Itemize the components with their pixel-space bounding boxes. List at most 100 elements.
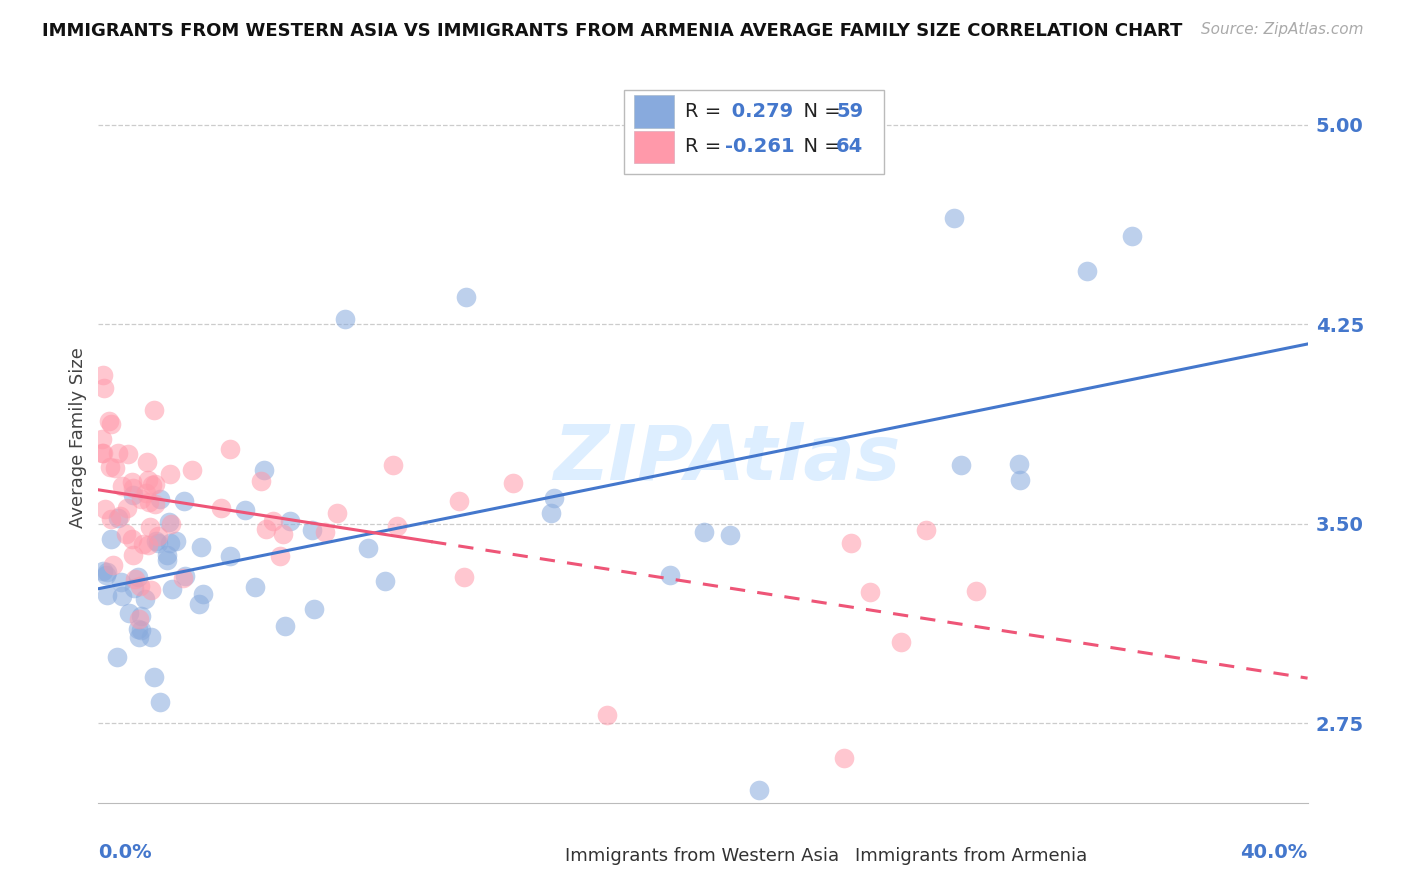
Point xyxy=(128,612,150,626)
Point xyxy=(718,528,741,542)
Text: 0.279: 0.279 xyxy=(724,102,793,121)
Point xyxy=(314,525,336,540)
Text: IMMIGRANTS FROM WESTERN ASIA VS IMMIGRANTS FROM ARMENIA AVERAGE FAMILY SIZE CORR: IMMIGRANTS FROM WESTERN ASIA VS IMMIGRAN… xyxy=(42,22,1182,40)
FancyBboxPatch shape xyxy=(624,90,884,174)
Point xyxy=(502,476,524,491)
Point xyxy=(188,597,211,611)
Point xyxy=(148,529,170,543)
Point xyxy=(159,535,181,549)
Point xyxy=(141,478,163,492)
Point xyxy=(122,481,145,495)
Point xyxy=(301,523,323,537)
Text: ZIPAtlas: ZIPAtlas xyxy=(554,422,901,496)
Point xyxy=(105,650,128,665)
Point xyxy=(447,494,470,508)
Point xyxy=(915,523,938,537)
Point xyxy=(129,608,152,623)
Point xyxy=(136,538,159,552)
Point xyxy=(273,526,295,541)
Point xyxy=(110,574,132,589)
Point xyxy=(374,574,396,588)
Point xyxy=(453,569,475,583)
Point xyxy=(134,591,156,606)
Point xyxy=(143,497,166,511)
Point xyxy=(381,458,404,472)
Text: 59: 59 xyxy=(837,102,863,121)
Point xyxy=(122,549,145,563)
Point xyxy=(135,485,157,500)
Point xyxy=(456,290,478,304)
Point xyxy=(942,211,965,225)
Text: Immigrants from Western Asia: Immigrants from Western Asia xyxy=(565,847,839,865)
Point xyxy=(658,568,681,582)
Point xyxy=(101,558,124,573)
Point xyxy=(128,578,150,592)
Bar xyxy=(824,846,848,866)
Point xyxy=(149,695,172,709)
Point xyxy=(1121,229,1143,244)
Point xyxy=(149,492,172,507)
Point xyxy=(96,568,118,582)
Point xyxy=(156,548,179,562)
Point xyxy=(191,587,214,601)
Point xyxy=(859,585,882,599)
Point xyxy=(269,549,291,563)
Point xyxy=(326,506,349,520)
Point xyxy=(357,541,380,555)
Point xyxy=(115,527,138,541)
Point xyxy=(100,533,122,547)
Point xyxy=(190,540,212,554)
Point xyxy=(209,501,232,516)
Point xyxy=(249,474,271,488)
Point xyxy=(839,535,862,549)
Point xyxy=(135,455,157,469)
Point xyxy=(136,473,159,487)
Point xyxy=(278,514,301,528)
Point xyxy=(333,311,356,326)
Point xyxy=(180,463,202,477)
Text: 0.0%: 0.0% xyxy=(98,843,152,862)
Point xyxy=(174,568,197,582)
Point xyxy=(173,494,195,508)
Point xyxy=(127,622,149,636)
Point xyxy=(219,442,242,456)
Text: Source: ZipAtlas.com: Source: ZipAtlas.com xyxy=(1201,22,1364,37)
Point xyxy=(387,519,409,533)
Point xyxy=(141,582,163,597)
Point xyxy=(142,670,165,684)
Point xyxy=(121,475,143,489)
Point xyxy=(94,502,117,516)
Point xyxy=(100,512,122,526)
Point xyxy=(595,708,617,723)
Point xyxy=(262,514,284,528)
Point xyxy=(132,536,155,550)
Point xyxy=(1008,457,1031,471)
Point xyxy=(949,458,972,472)
Point xyxy=(118,606,141,620)
Text: Immigrants from Armenia: Immigrants from Armenia xyxy=(855,847,1088,865)
Point xyxy=(162,582,184,597)
Point xyxy=(93,446,115,460)
Point xyxy=(96,565,118,579)
Point xyxy=(91,368,114,382)
Bar xyxy=(634,130,673,163)
Point xyxy=(218,549,240,563)
Point xyxy=(145,477,167,491)
Point xyxy=(139,630,162,644)
Text: 40.0%: 40.0% xyxy=(1240,843,1308,862)
Point xyxy=(245,580,267,594)
Point xyxy=(107,446,129,460)
Point xyxy=(142,402,165,417)
Point xyxy=(146,536,169,550)
Point xyxy=(121,532,143,546)
Point xyxy=(100,417,122,432)
Point xyxy=(233,503,256,517)
Point xyxy=(111,589,134,603)
Point xyxy=(127,570,149,584)
Point xyxy=(98,460,121,475)
Point xyxy=(128,630,150,644)
Point xyxy=(274,619,297,633)
Point xyxy=(253,463,276,477)
Point xyxy=(1076,264,1098,278)
Text: N =: N = xyxy=(792,102,848,121)
